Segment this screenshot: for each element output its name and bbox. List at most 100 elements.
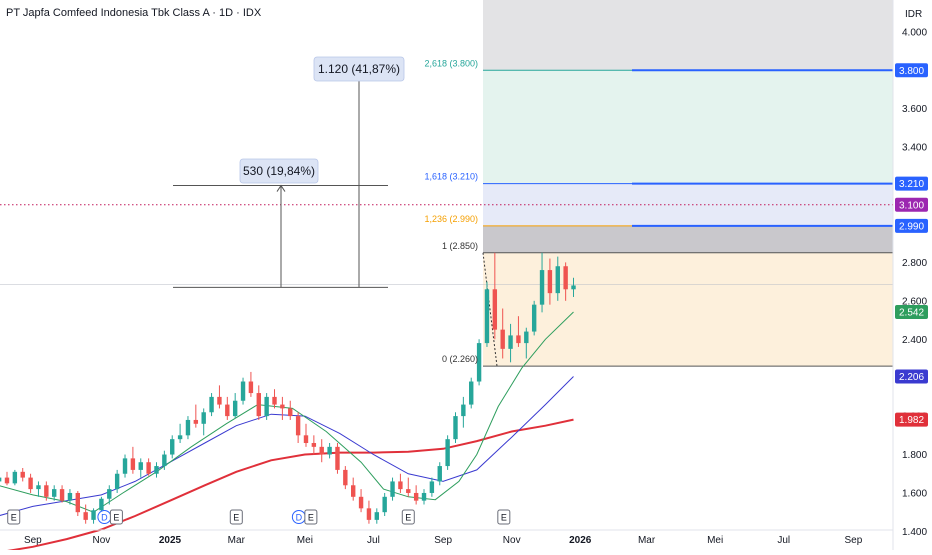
candle-body — [421, 492, 427, 501]
candle-body — [280, 404, 285, 409]
candle-body — [311, 443, 317, 447]
y-tick-label: 2.400 — [902, 335, 927, 346]
candle-body — [256, 393, 261, 417]
event-marker[interactable]: D — [97, 510, 112, 524]
candle-body — [44, 485, 49, 497]
candle-body — [209, 396, 214, 413]
candle-body — [374, 512, 380, 520]
candle-body — [492, 289, 498, 330]
candle-body — [99, 498, 104, 511]
candle-body — [335, 446, 340, 470]
candle-body — [484, 289, 490, 344]
y-tick-label: 1.800 — [902, 450, 927, 461]
candle-body — [288, 408, 293, 417]
candle-body — [547, 270, 553, 294]
x-tick-label: Mar — [638, 535, 656, 546]
event-marker[interactable]: E — [401, 509, 415, 525]
candle-body — [319, 446, 324, 455]
candle-body — [225, 404, 230, 417]
measure-label-box — [239, 158, 319, 184]
candle-body — [358, 496, 364, 509]
candle-body — [138, 462, 143, 470]
event-label: E — [11, 513, 17, 523]
event-marker[interactable]: E — [304, 509, 318, 525]
price-marker-label: 1.982 — [899, 415, 924, 426]
candle-body — [508, 335, 513, 349]
candle-body — [122, 458, 128, 474]
candle-body — [366, 508, 372, 520]
fib-level-label: 1 (2.850) — [442, 241, 478, 251]
measure-label: 530 (19,84%) — [243, 164, 315, 178]
candle-body — [28, 477, 33, 490]
event-label: E — [501, 513, 507, 523]
candle-body — [539, 270, 545, 305]
fib-level-label: 1,618 (3.210) — [424, 172, 478, 182]
fib-anchor-line — [482, 252, 498, 367]
candle-body — [20, 471, 25, 478]
ma-blue-line — [0, 376, 574, 516]
price-marker-box — [895, 197, 928, 212]
candle-body — [75, 492, 81, 513]
x-tick-label: Nov — [93, 535, 111, 546]
event-label: D — [101, 513, 108, 523]
candle-body — [59, 489, 65, 501]
price-marker-label: 3.100 — [899, 200, 924, 211]
event-marker[interactable]: E — [7, 509, 21, 525]
candle-body — [327, 446, 332, 455]
candle-body — [343, 469, 348, 486]
price-marker-box — [895, 63, 928, 78]
y-tick-label: 4.000 — [902, 27, 927, 38]
earnings-badge — [497, 509, 511, 525]
price-marker-box — [895, 369, 928, 384]
price-marker-box — [895, 412, 928, 427]
x-tick-label: Mei — [297, 535, 313, 546]
candle-body — [232, 400, 238, 417]
candle-body — [201, 412, 206, 424]
event-label: D — [296, 513, 303, 523]
event-marker[interactable]: E — [497, 509, 511, 525]
x-tick-label: Jul — [367, 535, 380, 546]
x-tick-label: Sep — [434, 535, 452, 546]
zone-1618-2618 — [483, 70, 893, 184]
candle-body — [193, 419, 199, 424]
price-marker-box — [895, 218, 928, 233]
measure-label: 1.120 (41,87%) — [318, 62, 400, 76]
y-tick-label: 3.600 — [902, 104, 927, 115]
candle-body — [563, 266, 568, 290]
candle-body — [571, 285, 576, 290]
candle-body — [413, 492, 419, 501]
event-label: E — [308, 513, 314, 523]
candle-body — [524, 331, 529, 344]
currency-label: IDR — [905, 9, 922, 20]
x-tick-label: Nov — [503, 535, 521, 546]
candle-body — [429, 481, 435, 493]
zone-above-2618 — [483, 0, 893, 71]
ma-red-line — [0, 418, 574, 554]
candle-body — [469, 381, 474, 405]
candle-body — [36, 485, 41, 490]
event-marker[interactable]: E — [109, 509, 123, 525]
candle-body — [248, 381, 254, 394]
y-tick-label: 2.600 — [902, 296, 927, 307]
candle-body — [177, 435, 183, 440]
x-tick-label: Jul — [777, 535, 790, 546]
price-marker-label: 3.210 — [899, 179, 924, 190]
candle-body — [52, 489, 57, 497]
y-tick-label: 1.400 — [902, 527, 927, 538]
candle-body — [146, 462, 151, 474]
earnings-badge — [229, 509, 243, 525]
candle-body — [217, 396, 222, 405]
measure-label-box — [313, 56, 405, 82]
fib-level-label: 1,236 (2.990) — [424, 214, 478, 224]
zone-0-1 — [483, 252, 893, 367]
event-marker[interactable]: D — [291, 510, 306, 524]
candle-body — [162, 454, 167, 467]
event-marker[interactable]: E — [229, 509, 243, 525]
x-tick-label: 2026 — [569, 535, 592, 546]
earnings-badge — [401, 509, 415, 525]
arrow-head — [276, 184, 286, 192]
candle-body — [295, 416, 301, 436]
candle-body — [398, 481, 403, 490]
